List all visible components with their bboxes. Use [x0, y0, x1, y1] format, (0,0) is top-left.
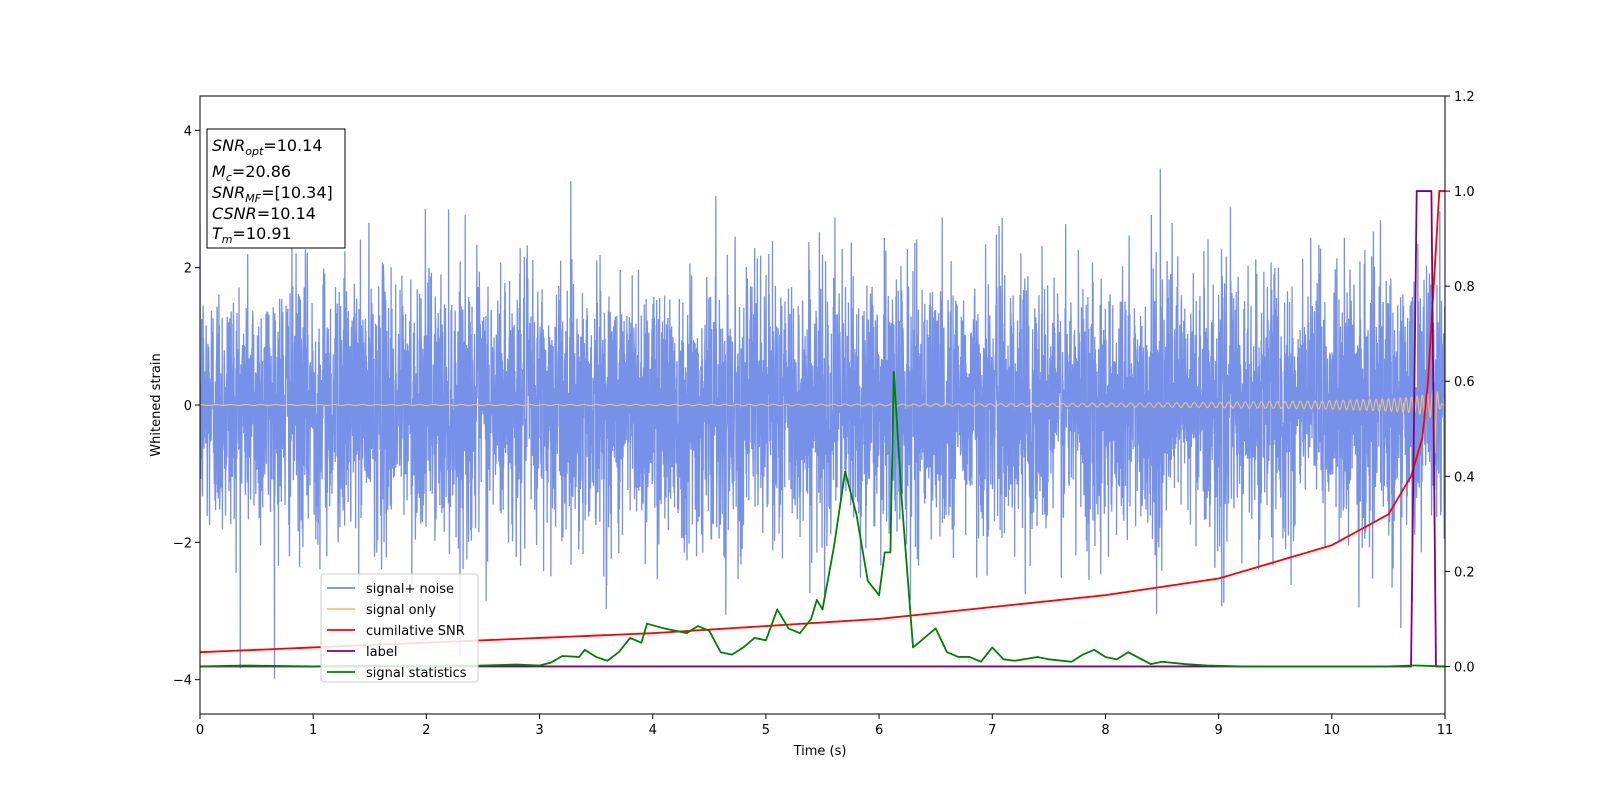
y-right-tick-label: 0.0	[1454, 660, 1475, 675]
x-tick-label: 0	[196, 723, 204, 738]
annotation-box: SNRopt=10.14 Mc=20.86 SNRMF=[10.34] CSNR…	[206, 128, 346, 249]
x-tick-label: 7	[988, 723, 996, 738]
y-left-tick-label: −4	[173, 674, 192, 689]
y-axis-label: Whitened strain	[149, 353, 164, 456]
y-left-tick-label: −2	[173, 536, 192, 551]
x-tick-label: 5	[762, 723, 770, 738]
y-right-tick-label: 0.2	[1454, 565, 1475, 580]
y-left-tick-label: 4	[184, 124, 192, 139]
legend: signal+ noise signal only cumilative SNR la…	[320, 573, 479, 683]
legend-label: label	[366, 645, 397, 660]
x-axis-label: Time (s)	[793, 744, 847, 759]
y-right-tick-label: 0.4	[1454, 470, 1475, 485]
y-left-tick-label: 0	[184, 399, 192, 414]
x-tick-label: 3	[535, 723, 543, 738]
series-signal-only	[200, 388, 1445, 454]
legend-label: signal+ noise	[366, 582, 454, 597]
x-tick-label: 4	[649, 723, 657, 738]
annotation-tm: Tm=10.91	[212, 224, 292, 246]
legend-label: cumilative SNR	[366, 624, 465, 639]
series-signal-noise	[200, 168, 1445, 679]
y-right-tick-label: 1.0	[1454, 185, 1475, 200]
annotation-snr-opt: SNRopt=10.14	[212, 136, 323, 158]
annotation-mc: Mc=20.86	[212, 162, 291, 184]
legend-label: signal statistics	[366, 666, 467, 681]
y-left-tick-label: 2	[184, 262, 192, 277]
axes: 0 1 2 3 4 5 6 7 8 9 10 11 4 2 0 −2 −4 1.2 1.0 0.8 0.6 0.4 0.2 0…	[173, 90, 1475, 738]
x-tick-label: 6	[875, 723, 883, 738]
x-tick-label: 1	[309, 723, 317, 738]
annotation-csnr: CSNR=10.14	[212, 204, 316, 223]
x-tick-label: 11	[1437, 723, 1454, 738]
annotation-snr-mf: SNRMF=[10.34]	[212, 183, 333, 205]
x-tick-label: 2	[422, 723, 430, 738]
x-tick-label: 8	[1101, 723, 1109, 738]
legend-label: signal only	[366, 603, 436, 618]
y-right-tick-label: 0.8	[1454, 280, 1475, 295]
x-tick-label: 10	[1324, 723, 1341, 738]
series-signal-statistics	[200, 370, 1445, 668]
y-right-tick-label: 0.6	[1454, 375, 1475, 390]
y-right-tick-label: 1.2	[1454, 90, 1475, 105]
x-tick-label: 9	[1214, 723, 1222, 738]
